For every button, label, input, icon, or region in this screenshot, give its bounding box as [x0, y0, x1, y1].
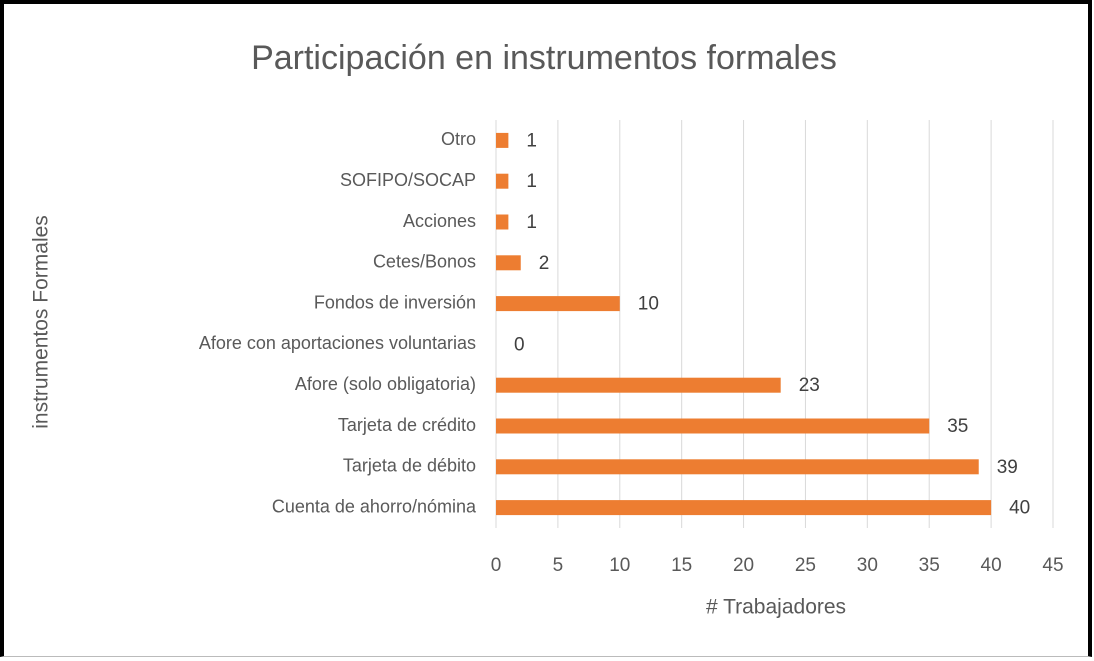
y-tick-label: Tarjeta de crédito: [338, 415, 476, 435]
data-label: 23: [799, 375, 820, 396]
x-tick-label: 20: [733, 555, 754, 576]
bar: [496, 214, 509, 230]
y-tick-label: Cuenta de ahorro/nómina: [272, 496, 477, 516]
bar: [496, 459, 979, 475]
x-tick-label: 45: [1042, 555, 1063, 576]
x-axis-title: # Trabajadores: [706, 596, 846, 619]
y-tick-label: Cetes/Bonos: [373, 252, 476, 272]
x-tick-label: 5: [553, 555, 564, 576]
bar: [496, 296, 620, 312]
data-label: 10: [638, 294, 659, 315]
data-label: 40: [1009, 498, 1030, 519]
x-tick-label: 15: [671, 555, 692, 576]
data-label: 2: [539, 253, 550, 274]
data-label: 35: [947, 416, 968, 437]
chart: Participación en instrumentos formales #…: [30, 39, 1064, 619]
bar: [496, 173, 509, 189]
y-tick-label: SOFIPO/SOCAP: [340, 170, 476, 190]
y-tick-label: Otro: [441, 129, 476, 149]
bar: [496, 255, 521, 271]
bar: [496, 500, 992, 516]
x-tick-label: 25: [795, 555, 816, 576]
x-tick-label: 0: [491, 555, 502, 576]
data-label: 0: [514, 334, 525, 355]
chart-title: Participación en instrumentos formales: [251, 39, 837, 77]
data-label: 1: [526, 171, 537, 192]
y-tick-label: Fondos de inversión: [314, 292, 476, 312]
y-axis-title: instrumentos Formales: [30, 215, 53, 429]
x-tick-label: 40: [981, 555, 1002, 576]
y-tick-label: Tarjeta de débito: [343, 456, 476, 476]
data-label: 39: [997, 457, 1018, 478]
bar: [496, 418, 930, 434]
y-tick-label: Afore (solo obligatoria): [295, 374, 476, 394]
x-tick-label: 35: [919, 555, 940, 576]
bar: [496, 377, 781, 393]
x-tick-label: 10: [609, 555, 630, 576]
bar: [496, 132, 509, 148]
x-tick-label: 30: [857, 555, 878, 576]
y-tick-label: Afore con aportaciones voluntarias: [199, 333, 476, 353]
data-label: 1: [526, 212, 537, 233]
data-label: 1: [526, 130, 537, 151]
y-tick-label: Acciones: [403, 211, 476, 231]
